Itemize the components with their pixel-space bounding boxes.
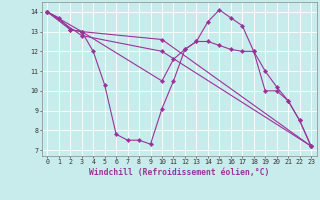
X-axis label: Windchill (Refroidissement éolien,°C): Windchill (Refroidissement éolien,°C) xyxy=(89,168,269,177)
